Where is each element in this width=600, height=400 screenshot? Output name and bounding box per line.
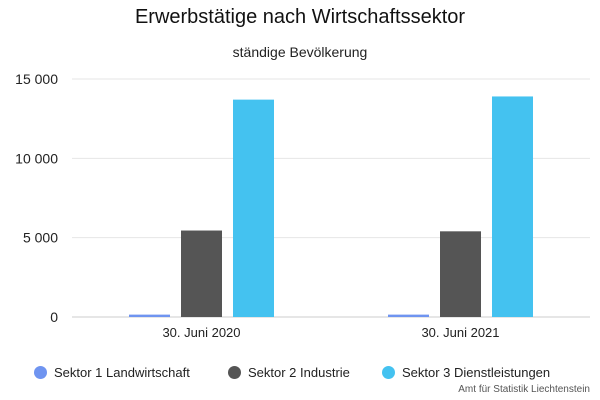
- chart-subtitle: ständige Bevölkerung: [232, 44, 368, 60]
- y-tick-label: 10 000: [15, 150, 58, 166]
- legend-label: Sektor 1 Landwirtschaft: [54, 364, 190, 380]
- bars: [129, 96, 533, 317]
- bar-series-2-category-1[interactable]: [181, 230, 222, 317]
- legend: Sektor 1 Landwirtschaft Sektor 2 Industr…: [0, 362, 600, 382]
- y-tick-label: 15 000: [15, 71, 58, 87]
- source-credit: Amt für Statistik Liechtenstein: [458, 384, 590, 395]
- legend-item-sektor-3[interactable]: Sektor 3 Dienstleistungen: [382, 362, 550, 382]
- y-tick-label: 5 000: [23, 230, 58, 246]
- legend-label: Sektor 3 Dienstleistungen: [402, 364, 551, 380]
- legend-label: Sektor 2 Industrie: [248, 364, 350, 380]
- y-axis-ticks: 0 5 000 10 000 15 000: [15, 71, 58, 325]
- y-tick-label: 0: [50, 309, 58, 325]
- bar-series-2-category-2[interactable]: [440, 231, 481, 317]
- x-category-label: 30. Juni 2020: [162, 325, 240, 340]
- legend-marker: [228, 365, 241, 379]
- bar-series-3-category-1[interactable]: [233, 99, 274, 317]
- legend-item-sektor-2[interactable]: Sektor 2 Industrie: [228, 362, 350, 382]
- bar-series-1-category-2[interactable]: [388, 314, 429, 317]
- bar-series-1-category-1[interactable]: [129, 314, 170, 317]
- bar-series-3-category-2[interactable]: [492, 96, 533, 317]
- legend-item-sektor-1[interactable]: Sektor 1 Landwirtschaft: [34, 362, 190, 382]
- x-category-label: 30. Juni 2021: [421, 325, 499, 340]
- chart-title: Erwerbstätige nach Wirtschaftssektor: [134, 6, 466, 28]
- x-axis-labels: 30. Juni 2020 30. Juni 2021: [162, 325, 499, 340]
- legend-marker: [382, 365, 395, 379]
- legend-marker: [34, 365, 47, 379]
